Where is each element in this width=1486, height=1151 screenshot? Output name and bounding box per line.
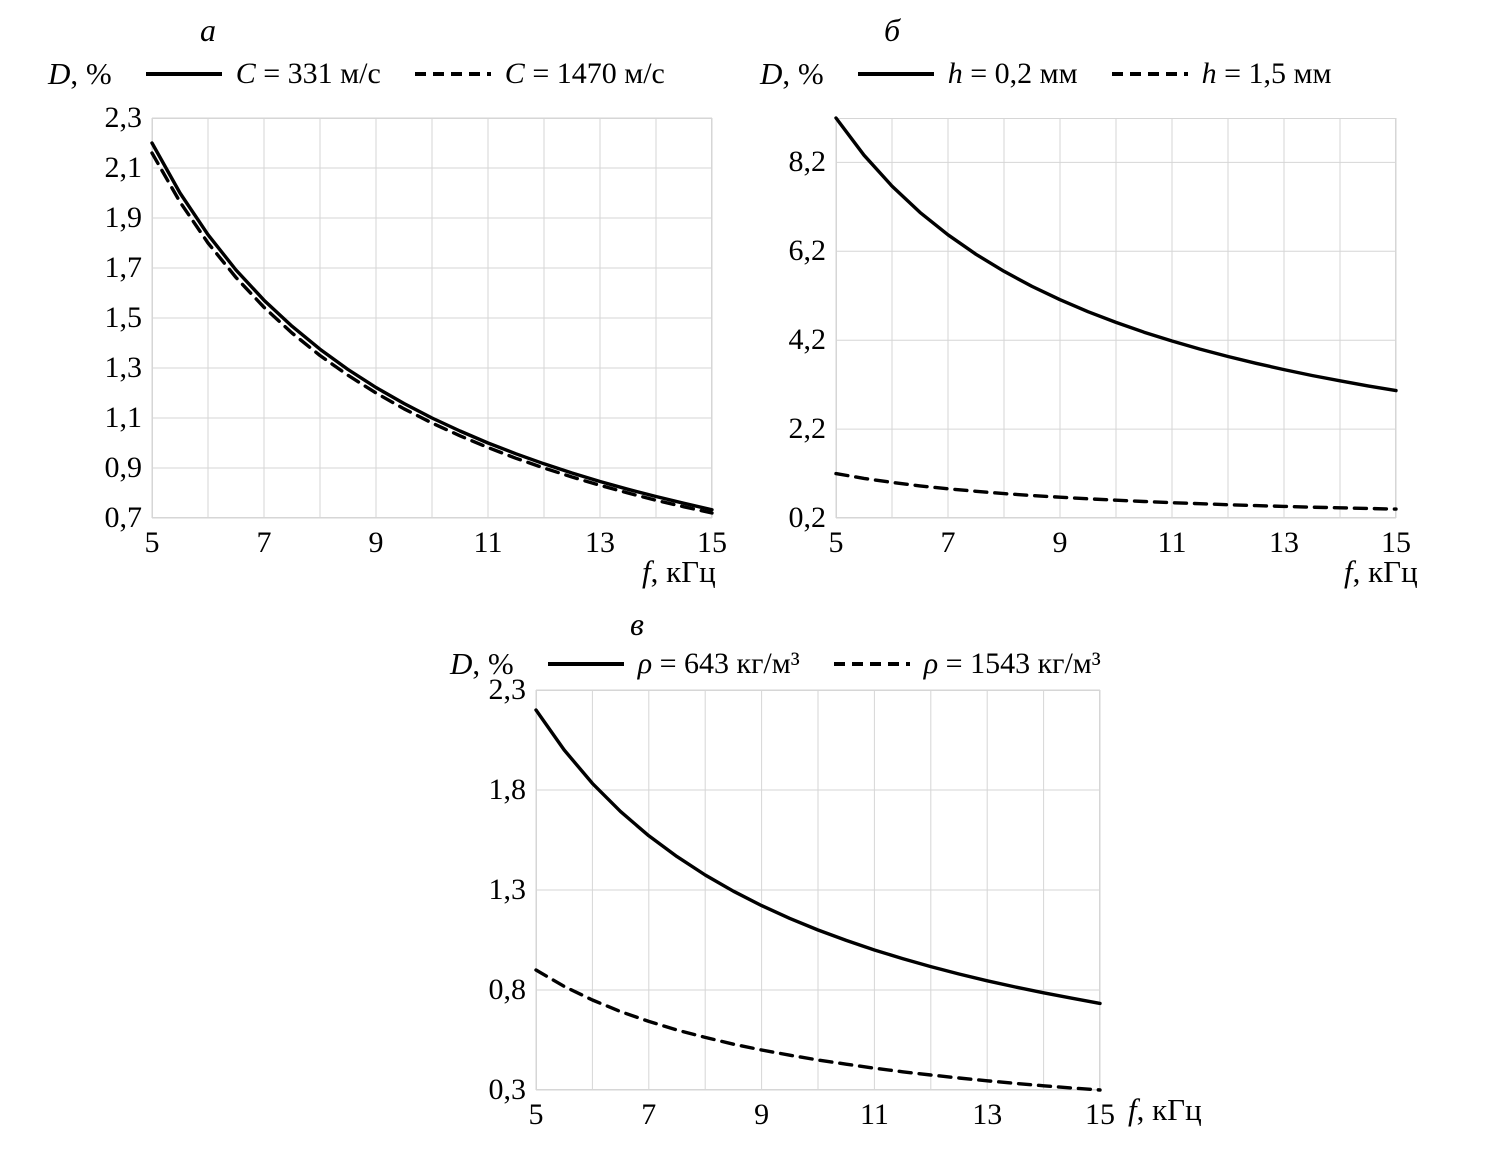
- x-tick-label: 13: [1269, 526, 1299, 559]
- y-tick-label: 0,7: [104, 501, 143, 534]
- x-axis-unit: , кГц: [650, 554, 716, 589]
- y-tick-label: 2,3: [488, 673, 527, 706]
- y-axis-variable: D: [450, 646, 473, 681]
- x-tick-label: 15: [697, 526, 727, 559]
- x-tick-label: 15: [1085, 1098, 1115, 1131]
- y-axis-unit: , %: [782, 56, 824, 91]
- legend-entry-solid: ρ = 643 кг/м³: [546, 646, 800, 680]
- legend-v: D, % ρ = 643 кг/м³ ρ = 1543 кг/м³: [450, 648, 1101, 679]
- x-tick-label: 11: [859, 1098, 889, 1131]
- legend-a: D, % C = 331 м/с C = 1470 м/с: [48, 58, 665, 89]
- legend-label: C = 1470 м/с: [504, 56, 665, 90]
- y-tick-label: 8,2: [788, 145, 827, 179]
- x-tick-label: 5: [144, 526, 160, 559]
- x-axis-unit: , кГц: [1352, 554, 1418, 589]
- x-axis-unit: , кГц: [1136, 1092, 1202, 1127]
- y-tick-label: 1,7: [104, 251, 143, 284]
- legend-entry-dashed: ρ = 1543 кг/м³: [832, 646, 1101, 680]
- plot-area-b: [834, 116, 1398, 519]
- legend-label: C = 331 м/с: [235, 56, 381, 90]
- x-axis-variable: f: [1128, 1092, 1137, 1127]
- y-axis-label: D, %: [48, 58, 112, 89]
- y-tick-label: 4,2: [788, 323, 827, 357]
- legend-entry-dashed: h = 1,5 мм: [1110, 56, 1332, 90]
- y-tick-label: 2,3: [104, 101, 143, 134]
- x-axis-variable: f: [1344, 554, 1353, 589]
- x-axis-label: f, кГц: [1344, 556, 1418, 587]
- chart-b: б D, % h = 0,2 мм h = 1,5 мм f, кГц 5 7 9 11…: [756, 0, 1486, 600]
- legend-line-dashed-icon: [414, 71, 491, 76]
- chart-v: в D, % ρ = 643 кг/м³ ρ = 1543 кг/м³ f, кГ…: [420, 600, 1280, 1151]
- y-tick-label: 1,5: [104, 301, 143, 334]
- y-tick-label: 1,9: [104, 201, 143, 234]
- y-tick-label: 1,3: [104, 351, 143, 384]
- x-tick-label: 5: [528, 1098, 544, 1131]
- legend-entry-solid: h = 0,2 мм: [856, 56, 1078, 90]
- legend-label: ρ = 643 кг/м³: [637, 646, 800, 680]
- y-tick-label: 1,3: [488, 873, 527, 906]
- x-tick-label: 7: [256, 526, 272, 559]
- y-axis-unit: , %: [70, 56, 112, 91]
- x-tick-label: 7: [641, 1098, 657, 1131]
- y-tick-label: 2,1: [104, 151, 143, 184]
- x-tick-label: 15: [1381, 526, 1411, 559]
- legend-label: h = 1,5 мм: [1201, 56, 1332, 90]
- legend-label: ρ = 1543 кг/м³: [923, 646, 1101, 680]
- y-tick-label: 0,2: [788, 501, 827, 534]
- y-tick-label: 1,8: [488, 773, 527, 806]
- x-axis-label: f, кГц: [642, 556, 716, 587]
- x-axis-label: f, кГц: [1128, 1094, 1202, 1125]
- y-tick-label: 2,2: [788, 412, 827, 446]
- legend-line-dashed-icon: [1111, 71, 1188, 76]
- x-tick-label: 7: [940, 526, 956, 559]
- legend-line-solid-icon: [857, 71, 934, 76]
- x-tick-label: 9: [1052, 526, 1068, 559]
- x-tick-label: 9: [754, 1098, 770, 1131]
- legend-line-solid-icon: [145, 71, 222, 76]
- legend-entry-solid: C = 331 м/с: [144, 56, 381, 90]
- plot-area-v: [534, 689, 1102, 1092]
- y-tick-label: 6,2: [788, 234, 827, 268]
- legend-label: h = 0,2 мм: [947, 56, 1078, 90]
- legend-b: D, % h = 0,2 мм h = 1,5 мм: [760, 58, 1332, 89]
- y-axis-variable: D: [760, 56, 783, 91]
- y-tick-label: 1,1: [104, 401, 143, 434]
- x-tick-label: 11: [473, 526, 503, 559]
- plot-area-a: [150, 117, 714, 519]
- x-tick-label: 13: [585, 526, 615, 559]
- panel-label-b: б: [884, 12, 901, 48]
- x-tick-label: 13: [972, 1098, 1003, 1131]
- y-axis-variable: D: [48, 56, 71, 91]
- legend-line-solid-icon: [547, 661, 624, 666]
- x-tick-label: 11: [1157, 526, 1187, 559]
- y-tick-label: 0,3: [488, 1073, 527, 1106]
- y-axis-label: D, %: [760, 58, 824, 89]
- x-axis-variable: f: [642, 554, 651, 589]
- y-axis-unit: , %: [472, 646, 514, 681]
- y-tick-label: 0,8: [488, 973, 527, 1006]
- legend-entry-dashed: C = 1470 м/с: [413, 56, 665, 90]
- y-tick-label: 0,9: [104, 451, 143, 484]
- panel-label-v: в: [630, 606, 644, 642]
- x-tick-label: 5: [828, 526, 844, 559]
- panel-label-a: а: [200, 12, 216, 48]
- legend-line-dashed-icon: [833, 661, 910, 666]
- y-axis-label: D, %: [450, 648, 514, 679]
- x-tick-label: 9: [368, 526, 384, 559]
